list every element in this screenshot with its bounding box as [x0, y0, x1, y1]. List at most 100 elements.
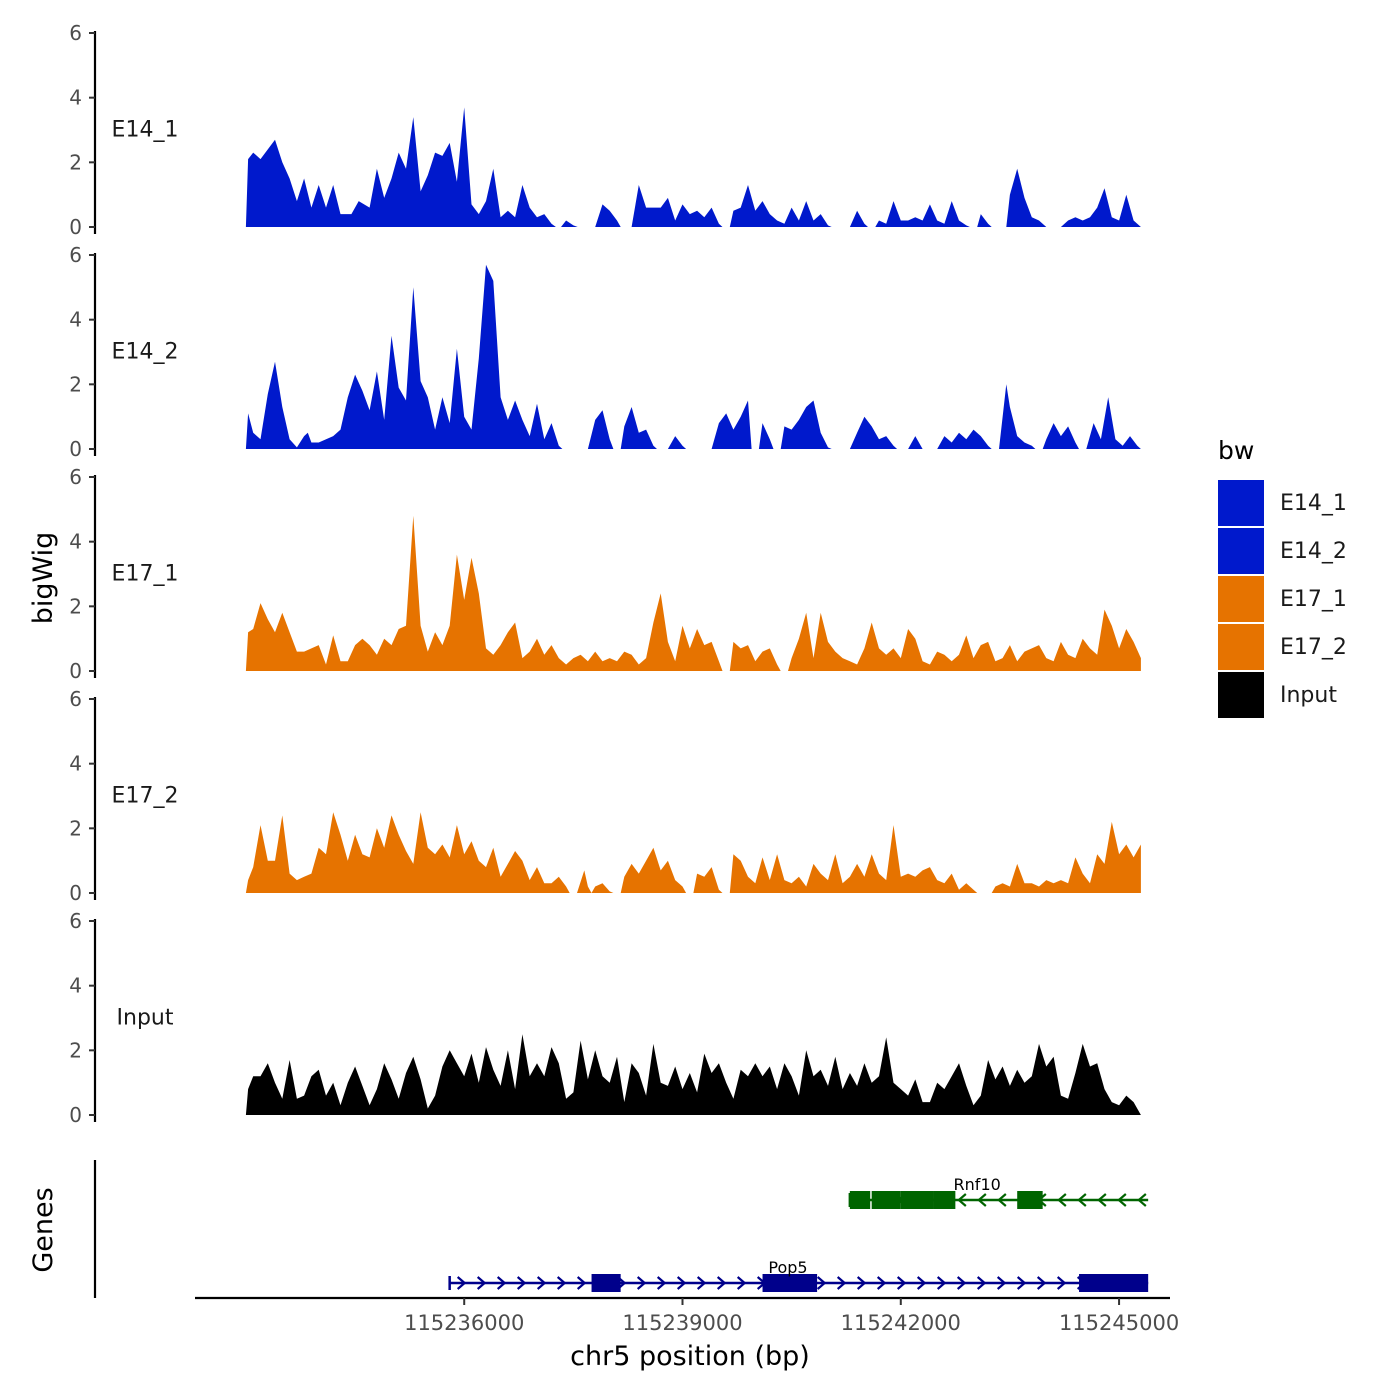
strand-arrow: [916, 1276, 927, 1290]
strand-arrow: [1036, 1276, 1047, 1290]
strand-arrow: [1137, 1193, 1147, 1207]
strand-arrow: [556, 1276, 567, 1290]
track-input: 0 2 4 6 Input: [69, 909, 1141, 1127]
y-tick-label: 4: [69, 86, 82, 110]
x-tick-label: 115239000: [622, 1311, 742, 1335]
y-tick-label: 2: [69, 1038, 82, 1062]
gene-track: Rnf10 Pop5: [93, 1160, 1149, 1298]
strand-arrow: [1077, 1193, 1087, 1207]
signal-area: [245, 107, 1141, 227]
legend-entry: E14_2: [1218, 528, 1347, 574]
strand-arrow: [656, 1276, 667, 1290]
strand-arrow: [1097, 1193, 1107, 1207]
exon: [871, 1191, 901, 1209]
strand-arrow: [516, 1276, 527, 1290]
y-tick-label: 0: [69, 215, 82, 239]
strand-arrow: [636, 1276, 647, 1290]
genes-axis-title: Genes: [28, 1187, 59, 1272]
legend-entry: E14_1: [1218, 480, 1347, 526]
y-tick-label: 2: [69, 372, 82, 396]
legend-entry: E17_1: [1218, 576, 1347, 622]
y-tick-label: 0: [69, 1103, 82, 1127]
y-tick-label: 4: [69, 308, 82, 332]
y-tick-label: 6: [69, 465, 82, 489]
strand-arrow: [496, 1276, 507, 1290]
strand-arrow: [996, 1276, 1007, 1290]
panel-label: E17_1: [112, 561, 179, 586]
strand-arrow: [957, 1193, 967, 1207]
y-tick-label: 2: [69, 816, 82, 840]
panel-label: Input: [117, 1005, 174, 1030]
y-tick-label: 6: [69, 909, 82, 933]
track-e14-1: 0 2 4 6 E14_1: [69, 21, 1141, 239]
strand-arrow: [856, 1276, 867, 1290]
y-tick-label: 6: [69, 21, 82, 45]
strand-arrow: [936, 1276, 947, 1290]
y-tick-label: 0: [69, 659, 82, 683]
strand-arrow: [977, 1193, 987, 1207]
exon: [762, 1274, 818, 1292]
legend-title: bw: [1218, 436, 1254, 465]
legend-label: E14_2: [1280, 539, 1347, 564]
x-axis: 115236000 115239000 115242000 115245000: [195, 1296, 1179, 1335]
legend-swatch: [1218, 480, 1264, 526]
x-tick-label: 115242000: [841, 1311, 961, 1335]
y-tick-label: 4: [69, 530, 82, 554]
y-tick-label: 4: [69, 974, 82, 998]
signal-area: [245, 515, 1141, 671]
strand-arrow: [456, 1276, 467, 1290]
y-tick-label: 0: [69, 881, 82, 905]
strand-arrow: [536, 1276, 547, 1290]
gene-pop5: Pop5: [448, 1258, 1149, 1292]
strand-arrow: [836, 1276, 847, 1290]
legend-label: E17_2: [1280, 635, 1347, 660]
track-e17-2: 0 2 4 6 E17_2: [69, 687, 1141, 905]
y-tick-label: 6: [69, 687, 82, 711]
track-e17-1: 0 2 4 6 E17_1: [69, 465, 1141, 683]
strand-arrow: [997, 1193, 1007, 1207]
strand-arrow: [896, 1276, 907, 1290]
strand-arrow: [736, 1276, 747, 1290]
legend-swatch: [1218, 576, 1264, 622]
panel-label: E17_2: [112, 783, 179, 808]
strand-arrow: [876, 1276, 887, 1290]
strand-arrow: [976, 1276, 987, 1290]
gene-label: Rnf10: [954, 1175, 1001, 1194]
legend-label: E14_1: [1280, 491, 1347, 516]
legend-entry: E17_2: [1218, 624, 1347, 670]
exon: [1079, 1274, 1149, 1292]
signal-area: [245, 264, 1141, 449]
strand-arrow: [676, 1276, 687, 1290]
exon: [849, 1191, 871, 1209]
strand-arrow: [476, 1276, 487, 1290]
exon: [900, 1191, 934, 1209]
strand-arrow: [1056, 1276, 1067, 1290]
panel-label: E14_2: [112, 339, 179, 364]
signal-tracks: 0 2 4 6 E14_1 0 2 4 6 E14_2 0 2 4 6 E17_1 0 2 4 6 E17_2 0 2 4 6…: [69, 21, 1141, 1127]
y-axis-title: bigWig: [28, 532, 59, 625]
legend-swatch: [1218, 624, 1264, 670]
y-tick-label: 4: [69, 752, 82, 776]
legend-swatch: [1218, 672, 1264, 718]
y-tick-label: 2: [69, 594, 82, 618]
signal-area: [245, 1034, 1141, 1115]
strand-arrow: [576, 1276, 587, 1290]
x-tick-label: 115236000: [404, 1311, 524, 1335]
gene-rnf10: Rnf10: [848, 1175, 1149, 1209]
strand-arrow: [696, 1276, 707, 1290]
exon: [591, 1274, 621, 1292]
x-tick-label: 115245000: [1059, 1311, 1179, 1335]
strand-arrow: [1057, 1193, 1067, 1207]
strand-arrow: [1117, 1193, 1127, 1207]
y-tick-label: 0: [69, 437, 82, 461]
strand-arrow: [956, 1276, 967, 1290]
legend: bw E14_1 E14_2 E17_1 E17_2 Input: [1218, 436, 1347, 718]
strand-arrow: [1016, 1276, 1027, 1290]
legend-entry: Input: [1218, 672, 1337, 718]
x-axis-title: chr5 position (bp): [570, 1341, 810, 1372]
panel-label: E14_1: [112, 117, 179, 142]
track-e14-2: 0 2 4 6 E14_2: [69, 243, 1141, 461]
strand-arrow: [716, 1276, 727, 1290]
y-tick-label: 2: [69, 150, 82, 174]
